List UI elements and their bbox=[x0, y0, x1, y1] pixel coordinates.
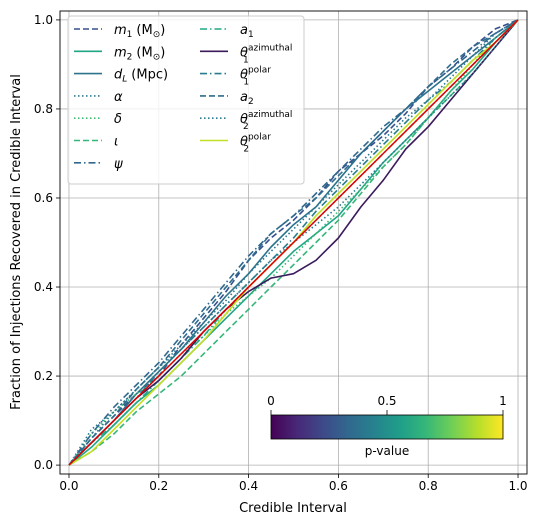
y-tick-label: 0.6 bbox=[34, 191, 53, 205]
colorbar-tick-label: 1 bbox=[499, 394, 507, 408]
x-tick-label: 0.0 bbox=[59, 479, 78, 493]
legend-label-subscript: 1 bbox=[127, 30, 133, 40]
legend-label-superscript: azimuthal bbox=[248, 43, 292, 53]
colorbar-tick-label: 0.5 bbox=[377, 394, 396, 408]
legend-label-theta1_azimuthal: θazimuthal 1 bbox=[240, 43, 292, 65]
legend-label-m1: m1 (M⊙) bbox=[114, 23, 165, 40]
legend-label-iota: ι bbox=[114, 135, 118, 150]
legend-label-a1: a1 bbox=[240, 23, 254, 40]
legend-label-close: ) bbox=[160, 45, 165, 60]
legend-label-subscript: 2 bbox=[127, 52, 133, 62]
legend-label-symbol: δ bbox=[114, 112, 122, 127]
legend-label-symbol: θ bbox=[240, 68, 248, 83]
y-tick-label: 1.0 bbox=[34, 13, 53, 27]
legend-label-symbol: m bbox=[114, 45, 127, 60]
y-tick-label: 0.0 bbox=[34, 458, 53, 472]
legend-box bbox=[67, 15, 305, 185]
legend-label-superscript: polar bbox=[248, 66, 271, 76]
colorbar-gradient bbox=[270, 414, 504, 440]
legend-label-a2: a2 bbox=[240, 90, 254, 107]
legend-label-symbol: a bbox=[240, 23, 248, 38]
legend-label-subscript: 2 bbox=[243, 145, 249, 155]
legend-label-unit: (M bbox=[136, 45, 152, 60]
legend-label-theta2_polar: θpolar 2 bbox=[240, 133, 271, 155]
legend-label-symbol: θ bbox=[240, 112, 248, 127]
legend-label-close: ) bbox=[160, 23, 165, 38]
legend-label-subscript: 1 bbox=[243, 78, 249, 88]
series-layer bbox=[68, 19, 519, 466]
legend-label-symbol: θ bbox=[240, 135, 248, 150]
x-tick-label: 0.6 bbox=[329, 479, 348, 493]
legend-label-delta: δ bbox=[114, 112, 122, 127]
series-line-iota bbox=[68, 19, 519, 466]
legend-label-subscript: 1 bbox=[243, 55, 249, 65]
legend-label-unit: (Mpc) bbox=[131, 68, 168, 83]
diagonal-line bbox=[68, 19, 519, 466]
legend-label-symbol: θ bbox=[240, 45, 248, 60]
x-tick-label: 1.0 bbox=[508, 479, 527, 493]
series-line-theta1_azimuthal bbox=[68, 19, 519, 466]
y-tick-label: 0.8 bbox=[34, 102, 53, 116]
legend-label-symbol: ι bbox=[114, 135, 118, 150]
legend-label-dL: dL (Mpc) bbox=[114, 68, 168, 85]
colorbar-tick-label: 0 bbox=[267, 394, 275, 408]
legend-label-m2: m2 (M⊙) bbox=[114, 45, 165, 62]
legend-label-subscript: 2 bbox=[248, 97, 254, 107]
legend-label-subscript: 2 bbox=[243, 122, 249, 132]
legend-label-symbol: a bbox=[240, 90, 248, 105]
legend-label-subscript: L bbox=[122, 75, 127, 85]
legend-label-alpha: α bbox=[114, 90, 123, 105]
axes-frame bbox=[59, 10, 528, 475]
legend-label-superscript: polar bbox=[248, 133, 271, 143]
y-tick-label: 0.2 bbox=[34, 369, 53, 383]
colorbar: 0 0.5 1 p-value bbox=[267, 394, 507, 458]
series-line-dL bbox=[68, 19, 519, 466]
legend-label-unit: (M bbox=[136, 23, 152, 38]
legend-label-subscript: 1 bbox=[248, 30, 254, 40]
legend-label-unit-subscript: ⊙ bbox=[153, 30, 161, 40]
x-axis-label: Credible Interval bbox=[239, 501, 347, 516]
series-line-theta1_polar bbox=[68, 19, 519, 466]
x-tick-label: 0.8 bbox=[419, 479, 438, 493]
y-axis-label: Fraction of Injections Recovered in Cred… bbox=[9, 74, 24, 410]
legend-label-symbol: d bbox=[114, 68, 123, 83]
legend-label-superscript: azimuthal bbox=[248, 110, 292, 120]
legend-label-symbol: α bbox=[114, 90, 123, 105]
x-tick-label: 0.4 bbox=[239, 479, 258, 493]
legend-label-theta2_azimuthal: θazimuthal 2 bbox=[240, 110, 292, 132]
axes: 0.0 0.2 0.4 0.6 0.8 1.0 0.0 0.2 0.4 0.6 0.8 1.0 bbox=[34, 10, 528, 493]
series-line-a2 bbox=[68, 19, 519, 466]
legend-label-symbol: m bbox=[114, 23, 127, 38]
colorbar-label: p-value bbox=[365, 444, 409, 458]
legend-label-symbol: ψ bbox=[114, 157, 123, 172]
legend-label-unit-subscript: ⊙ bbox=[153, 52, 161, 62]
legend-label-theta1_polar: θpolar 1 bbox=[240, 66, 271, 88]
legend-label-psi: ψ bbox=[114, 157, 123, 172]
y-tick-label: 0.4 bbox=[34, 280, 53, 294]
series-line-delta bbox=[68, 19, 519, 466]
x-tick-label: 0.2 bbox=[149, 479, 168, 493]
